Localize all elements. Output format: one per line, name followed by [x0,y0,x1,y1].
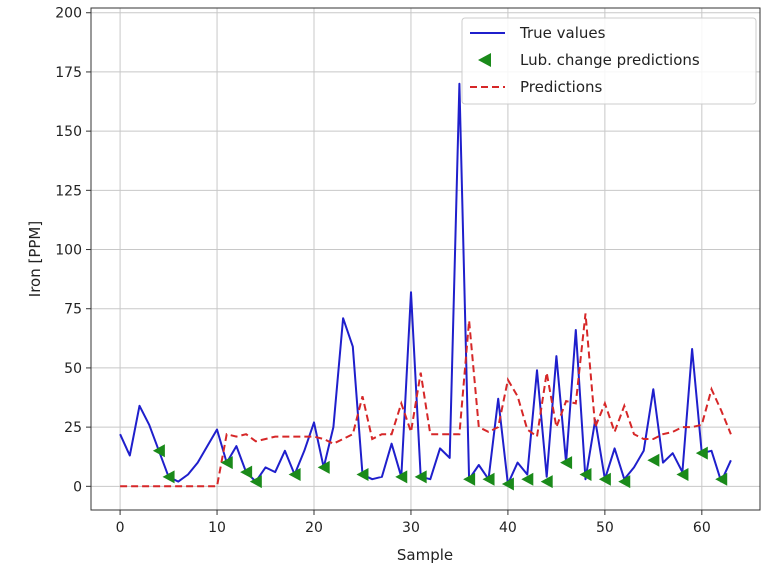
lub-change-marker [288,467,301,481]
series-line-predictions [120,313,732,488]
lub-change-marker [249,475,262,489]
lub-change-marker [598,472,611,486]
lub-change-marker [676,467,689,481]
lub-change-marker [715,472,728,486]
x-axis-label: Sample [397,546,453,564]
legend-box [461,17,757,105]
legend: True values Lub. change predictions Pred… [461,17,757,105]
lub-change-marker [356,467,369,481]
lub-change-marker [482,472,495,486]
y-tick-label: 75 [64,302,82,318]
lub-change-marker [395,470,408,484]
axes-frame [90,7,761,511]
lub-change-marker [521,472,534,486]
lub-change-marker [501,477,514,491]
x-tick-label: 40 [499,520,517,536]
lub-change-marker [695,446,708,460]
lub-change-marker [152,444,165,458]
lub-change-marker [560,456,573,470]
lub-change-marker [414,470,427,484]
y-tick-label: 0 [73,479,82,495]
legend-label-lub-change: Lub. change predictions [520,51,700,69]
lub-change-marker [317,460,330,474]
lub-change-marker [162,470,175,484]
y-tick-label: 125 [55,183,82,199]
x-tick-label: 20 [305,520,323,536]
y-tick-label: 25 [64,420,82,436]
y-tick-label: 200 [55,6,82,22]
lub-change-marker [647,453,660,467]
x-tick-label: 60 [693,520,711,536]
x-tick-label: 0 [116,520,125,536]
lub-change-marker [220,456,233,470]
plot-area [119,82,732,491]
x-tick-label: 30 [402,520,420,536]
x-tick-label: 10 [208,520,226,536]
ticks: 0 10 20 30 40 50 60 0 25 50 75 100 125 150 175 200 [55,6,710,536]
y-tick-label: 100 [55,243,82,259]
lub-change-marker [540,475,553,489]
y-tick-label: 150 [55,124,82,140]
lub-change-marker [579,467,592,481]
legend-swatch-lub-change [478,53,491,67]
x-tick-label: 50 [596,520,614,536]
y-axis-label: Iron [PPM] [26,221,44,297]
legend-label-true-values: True values [519,24,606,42]
legend-label-predictions: Predictions [520,78,603,96]
y-tick-label: 175 [55,65,82,81]
lub-change-marker [240,465,253,479]
y-tick-label: 50 [64,361,82,377]
lub-change-marker [463,472,476,486]
lub-change-marker [618,475,631,489]
